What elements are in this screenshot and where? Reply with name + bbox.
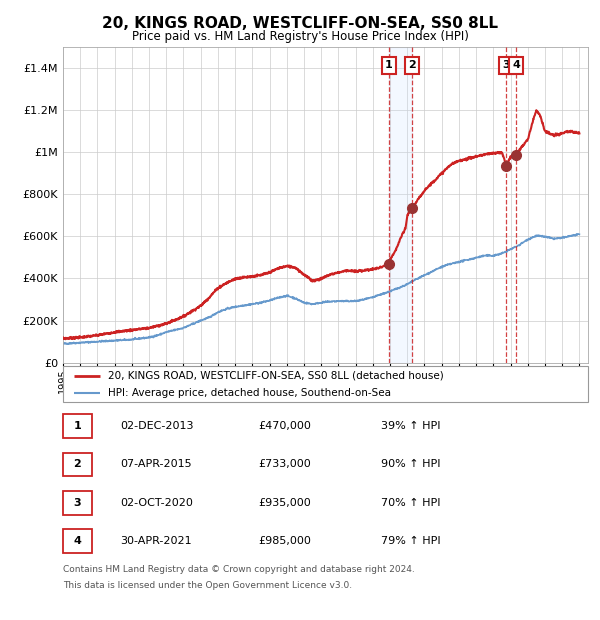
Text: 3: 3 <box>502 61 510 71</box>
Text: This data is licensed under the Open Government Licence v3.0.: This data is licensed under the Open Gov… <box>63 581 352 590</box>
Text: 4: 4 <box>73 536 82 546</box>
Text: 4: 4 <box>512 61 520 71</box>
Text: 1: 1 <box>74 421 81 431</box>
Text: 1: 1 <box>385 61 392 71</box>
Text: 02-DEC-2013: 02-DEC-2013 <box>120 421 193 431</box>
Text: 39% ↑ HPI: 39% ↑ HPI <box>381 421 440 431</box>
Text: 3: 3 <box>74 498 81 508</box>
Text: 70% ↑ HPI: 70% ↑ HPI <box>381 498 440 508</box>
Text: Contains HM Land Registry data © Crown copyright and database right 2024.: Contains HM Land Registry data © Crown c… <box>63 565 415 575</box>
Text: 79% ↑ HPI: 79% ↑ HPI <box>381 536 440 546</box>
Text: 02-OCT-2020: 02-OCT-2020 <box>120 498 193 508</box>
Text: 30-APR-2021: 30-APR-2021 <box>120 536 191 546</box>
Text: £935,000: £935,000 <box>258 498 311 508</box>
Text: 07-APR-2015: 07-APR-2015 <box>120 459 191 469</box>
Text: 20, KINGS ROAD, WESTCLIFF-ON-SEA, SS0 8LL: 20, KINGS ROAD, WESTCLIFF-ON-SEA, SS0 8L… <box>102 16 498 30</box>
Text: 20, KINGS ROAD, WESTCLIFF-ON-SEA, SS0 8LL (detached house): 20, KINGS ROAD, WESTCLIFF-ON-SEA, SS0 8L… <box>107 371 443 381</box>
Text: £470,000: £470,000 <box>258 421 311 431</box>
Text: 90% ↑ HPI: 90% ↑ HPI <box>381 459 440 469</box>
Bar <box>389 46 412 363</box>
Text: 2: 2 <box>408 61 416 71</box>
Text: 2: 2 <box>74 459 81 469</box>
Text: Price paid vs. HM Land Registry's House Price Index (HPI): Price paid vs. HM Land Registry's House … <box>131 30 469 43</box>
Text: HPI: Average price, detached house, Southend-on-Sea: HPI: Average price, detached house, Sout… <box>107 388 391 398</box>
Text: £985,000: £985,000 <box>258 536 311 546</box>
Text: £733,000: £733,000 <box>258 459 311 469</box>
